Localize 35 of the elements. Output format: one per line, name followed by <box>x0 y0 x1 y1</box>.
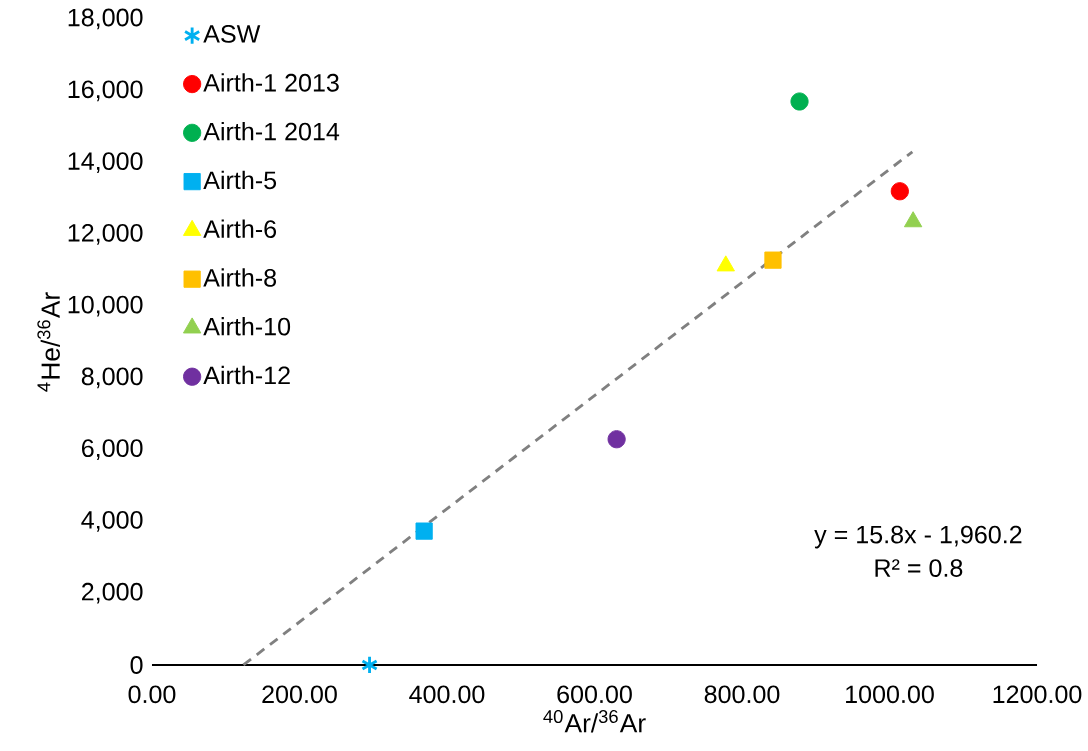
legend-label: Airth-1 2014 <box>203 121 340 141</box>
legend-label: Airth-6 <box>203 219 277 238</box>
point <box>890 182 909 201</box>
legend-label: Airth-1 2013 <box>203 73 339 92</box>
y-tick-label: 2,000 <box>82 582 143 604</box>
legend-label: ASW <box>203 25 261 43</box>
x-tick-label: 1200.00 <box>993 685 1082 704</box>
y-tick-label: 4,000 <box>81 511 143 532</box>
x-axis-title: $^{40}$Ar/$^{36}$Ar <box>543 709 646 733</box>
x-tick-label: 0.00 <box>128 685 176 704</box>
x-tick-label: 800.00 <box>704 685 780 704</box>
legend-label: Airth-12 <box>203 365 290 385</box>
x-tick-label: 400.00 <box>409 685 485 704</box>
annotation: R² = 0.8 <box>875 559 963 577</box>
y-tick-label: 16,000 <box>68 80 143 102</box>
legend-label: Airth-10 <box>203 317 291 336</box>
y-tick-label: 12,000 <box>68 223 143 245</box>
x-tick-label: 200.00 <box>262 685 337 704</box>
y-axis-title: $^{4}$He/$^{36}$Ar <box>37 292 60 392</box>
point <box>415 522 433 540</box>
y-tick-label: 0 <box>130 656 143 674</box>
legend-label: Airth-8 <box>203 268 277 287</box>
y-tick-label: 18,000 <box>68 8 143 30</box>
y-tick-label: 14,000 <box>68 152 143 173</box>
point <box>764 251 782 269</box>
point <box>607 430 626 449</box>
point <box>790 92 809 111</box>
point <box>361 655 379 675</box>
annotation: y = 15.8x - 1,960.2 <box>814 525 1022 549</box>
y-tick-label: 8,000 <box>81 367 143 389</box>
x-tick-label: 1000.00 <box>846 685 934 704</box>
x-tick-label: 600.00 <box>557 685 632 704</box>
y-tick-label: 6,000 <box>82 439 143 461</box>
legend-label: Airth-5 <box>203 170 277 190</box>
y-tick-label: 10,000 <box>68 295 143 317</box>
